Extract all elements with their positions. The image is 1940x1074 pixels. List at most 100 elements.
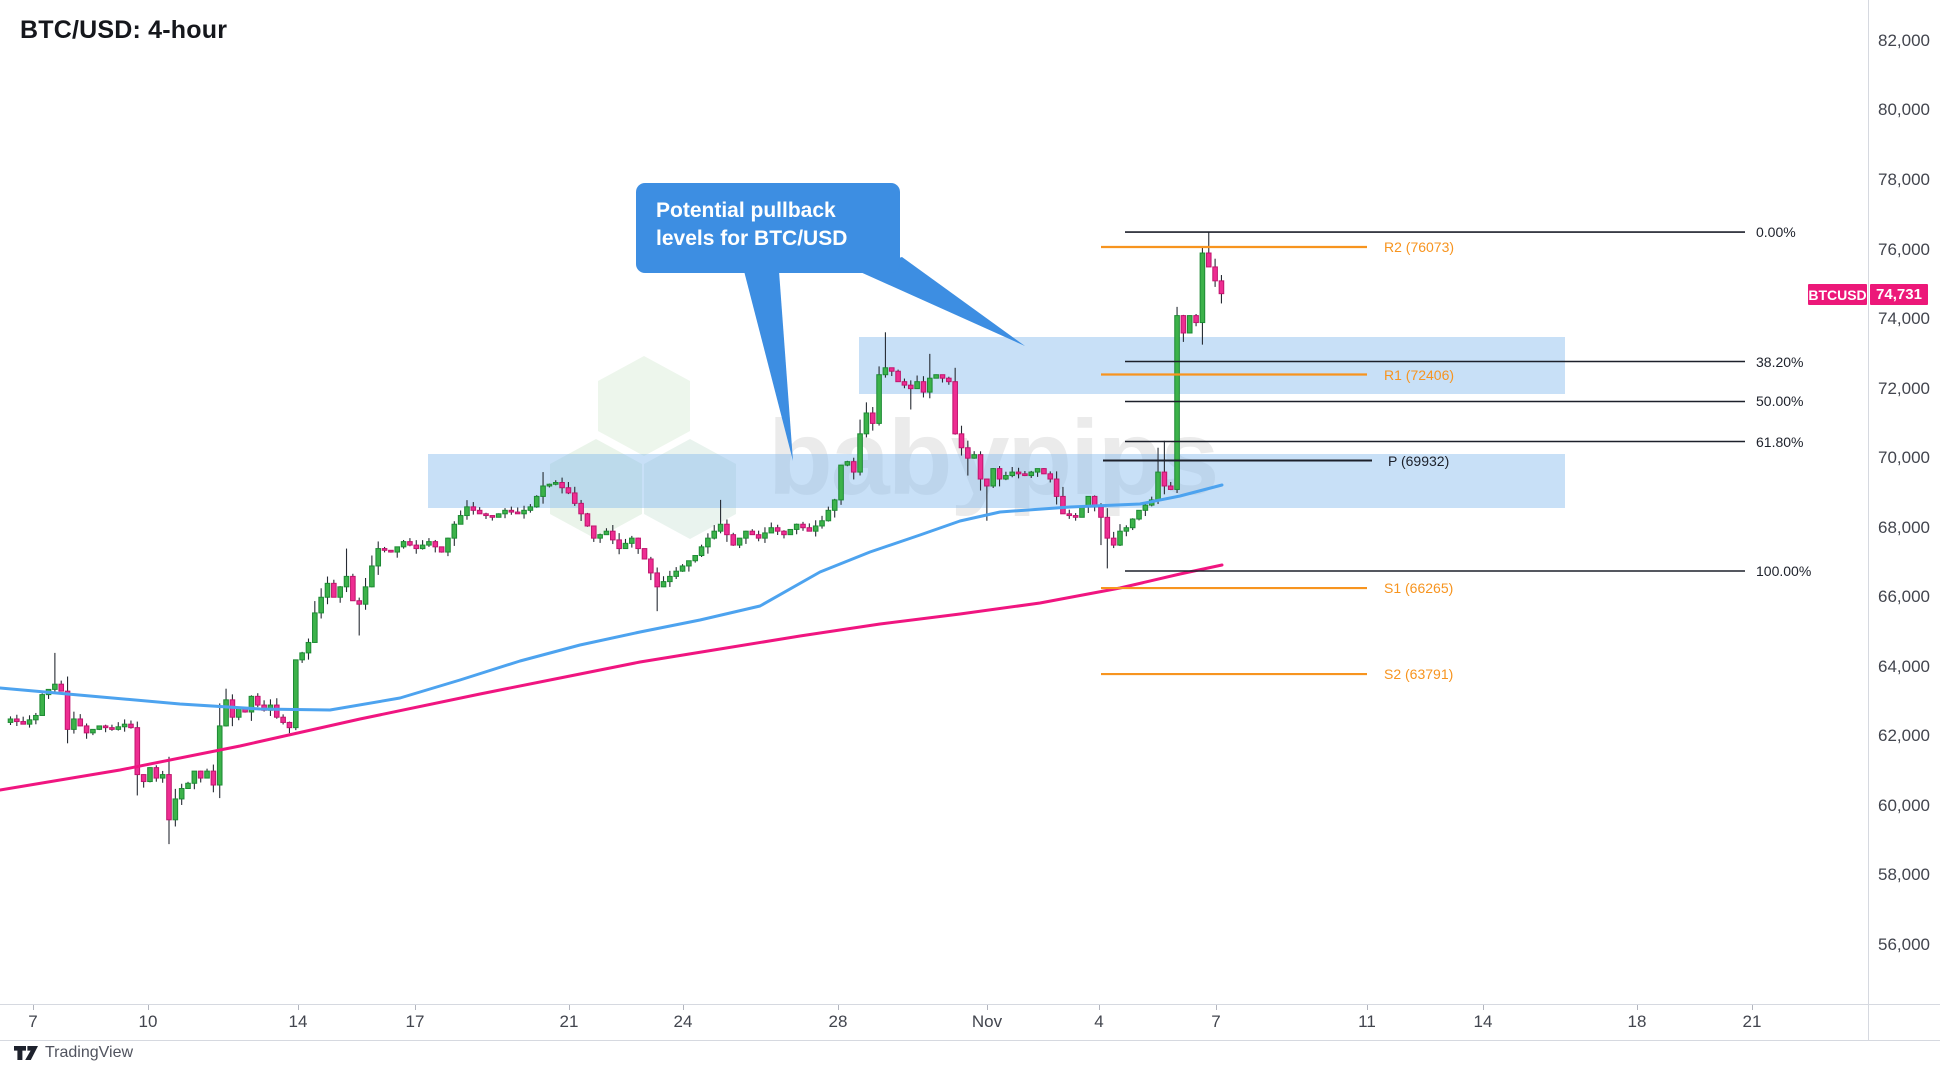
time-tick-mark xyxy=(298,1005,299,1010)
candle-down xyxy=(895,370,901,383)
candle-down xyxy=(331,582,337,598)
candle-down xyxy=(381,548,388,551)
candle-down xyxy=(273,704,280,718)
candle-up xyxy=(717,523,724,532)
candle-up xyxy=(419,544,426,550)
candle-down xyxy=(641,548,648,560)
candle-down xyxy=(1053,478,1060,497)
candle-down xyxy=(102,725,109,729)
time-tick-mark xyxy=(1483,1005,1484,1010)
candle-up xyxy=(185,782,191,789)
time-tick-mark xyxy=(33,1005,34,1010)
time-tick-24: 24 xyxy=(673,1012,693,1031)
candle-up xyxy=(223,699,229,727)
candle-up xyxy=(1129,518,1136,529)
upper-pullback-zone[interactable] xyxy=(859,337,1565,394)
candle-up xyxy=(121,723,128,728)
time-tick-14: 14 xyxy=(288,1012,308,1031)
candle-down xyxy=(1167,485,1174,490)
last-price-text: 74,731 xyxy=(1876,286,1922,303)
pivot-label-S2: S2 (63791) xyxy=(1384,666,1454,683)
candle-up xyxy=(426,541,432,546)
candle-down xyxy=(489,515,496,518)
candle-up xyxy=(546,483,553,487)
candle-up xyxy=(698,546,705,557)
candle-up xyxy=(457,515,464,525)
candle-down xyxy=(901,381,908,386)
candle-up xyxy=(768,527,775,534)
callout-line1: Potential pullback xyxy=(656,199,836,222)
callout-tail-left xyxy=(744,271,793,461)
candle-down xyxy=(1015,471,1022,475)
candle-down xyxy=(470,506,477,511)
time-tick-7: 7 xyxy=(1211,1012,1221,1031)
candle-up xyxy=(527,506,534,511)
candle-up xyxy=(96,725,103,730)
symbol-badge: BTCUSD xyxy=(1808,284,1867,305)
candle-up xyxy=(521,509,527,515)
candle-down xyxy=(1060,495,1066,515)
time-tick-21: 21 xyxy=(559,1012,579,1031)
price-tick-80000: 80,000 xyxy=(1878,100,1930,120)
time-axis-border-top xyxy=(0,1004,1940,1005)
symbol-badge-text: BTCUSD xyxy=(1808,286,1867,303)
candle-up xyxy=(1155,471,1161,501)
candle-up xyxy=(812,525,819,532)
candle-down xyxy=(153,767,160,779)
tradingview-icon xyxy=(14,1045,38,1060)
pivot-label-P: P (69932) xyxy=(1388,452,1450,469)
candle-down xyxy=(476,509,483,515)
tradingview-logo[interactable]: TradingView xyxy=(14,1044,133,1062)
candle-up xyxy=(990,468,997,487)
candle-up xyxy=(375,548,382,567)
callout-annotation[interactable]: Potential pullback levels for BTC/USD xyxy=(636,183,900,273)
candle-down xyxy=(939,374,946,379)
candle-up xyxy=(1003,475,1009,480)
price-tick-68000: 68,000 xyxy=(1878,517,1930,537)
candle-down xyxy=(350,575,356,602)
candle-up xyxy=(172,798,179,821)
candle-up xyxy=(305,641,312,654)
candle-down xyxy=(1110,537,1117,546)
candle-down xyxy=(58,683,65,692)
candle-up xyxy=(1009,471,1016,477)
candle-up xyxy=(736,537,743,546)
candle-down xyxy=(571,492,578,504)
candle-down xyxy=(755,534,762,539)
candle-down xyxy=(1072,515,1079,518)
time-tick-7: 7 xyxy=(28,1012,38,1031)
watermark-hexagon xyxy=(598,356,690,456)
candle-down xyxy=(648,558,654,574)
time-tick-mark xyxy=(683,1005,684,1010)
candle-up xyxy=(597,534,603,539)
price-tick-62000: 62,000 xyxy=(1878,726,1930,746)
candle-up xyxy=(115,726,122,730)
candle-up xyxy=(343,575,350,588)
tradingview-text: TradingView xyxy=(45,1044,134,1061)
time-tick-10: 10 xyxy=(138,1012,158,1031)
candle-up xyxy=(90,728,96,734)
time-axis-border-bottom xyxy=(0,1040,1940,1041)
candle-up xyxy=(876,374,882,424)
candle-up xyxy=(337,586,343,598)
candle-up xyxy=(26,719,33,725)
candle-up xyxy=(1174,315,1180,490)
pivot-label-R1: R1 (72406) xyxy=(1384,366,1455,383)
price-tick-66000: 66,000 xyxy=(1878,587,1930,607)
candle-up xyxy=(882,367,889,376)
candle-down xyxy=(920,381,927,393)
candle-up xyxy=(369,565,375,588)
candle-up xyxy=(831,499,838,511)
lower-pullback-zone[interactable] xyxy=(428,454,1565,508)
candle-down xyxy=(286,721,293,729)
price-tick-60000: 60,000 xyxy=(1878,795,1930,815)
candle-up xyxy=(464,506,470,517)
candle-up xyxy=(533,495,540,508)
candle-down xyxy=(984,478,990,487)
candle-up xyxy=(1123,527,1130,532)
price-tick-74000: 74,000 xyxy=(1878,309,1930,329)
candle-down xyxy=(806,527,813,532)
candle-down xyxy=(140,774,147,783)
candle-up xyxy=(1136,509,1142,520)
